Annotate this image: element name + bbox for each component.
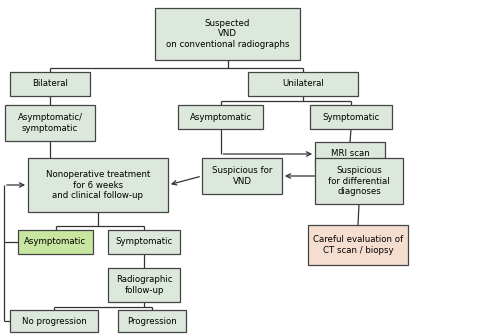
Text: Asymptomatic/
symptomatic: Asymptomatic/ symptomatic (18, 113, 82, 133)
FancyBboxPatch shape (315, 158, 403, 204)
Text: Radiographic
follow-up: Radiographic follow-up (116, 275, 172, 295)
Text: Suspicious
for differential
diagnoses: Suspicious for differential diagnoses (328, 166, 390, 196)
FancyBboxPatch shape (108, 268, 180, 302)
Text: Nonoperative treatment
for 6 weeks
and clinical follow-up: Nonoperative treatment for 6 weeks and c… (46, 170, 150, 200)
FancyBboxPatch shape (310, 105, 392, 129)
Text: Progression: Progression (127, 317, 177, 326)
FancyBboxPatch shape (118, 310, 186, 332)
FancyBboxPatch shape (108, 230, 180, 254)
Text: Unilateral: Unilateral (282, 79, 324, 89)
FancyBboxPatch shape (155, 8, 300, 60)
FancyBboxPatch shape (5, 105, 95, 141)
Text: Asymptomatic: Asymptomatic (24, 237, 86, 246)
FancyBboxPatch shape (178, 105, 263, 129)
FancyBboxPatch shape (10, 310, 98, 332)
Text: No progression: No progression (22, 317, 86, 326)
FancyBboxPatch shape (248, 72, 358, 96)
FancyBboxPatch shape (315, 142, 385, 166)
Text: MRI scan: MRI scan (330, 150, 370, 159)
Text: Symptomatic: Symptomatic (116, 237, 172, 246)
Text: Careful evaluation of
CT scan / biopsy: Careful evaluation of CT scan / biopsy (313, 235, 403, 255)
FancyBboxPatch shape (28, 158, 168, 212)
FancyBboxPatch shape (18, 230, 93, 254)
FancyBboxPatch shape (202, 158, 282, 194)
Text: Asymptomatic: Asymptomatic (190, 113, 252, 122)
Text: Suspected
VND
on conventional radiographs: Suspected VND on conventional radiograph… (166, 19, 289, 49)
Text: Suspicious for
VND: Suspicious for VND (212, 166, 272, 186)
Text: Symptomatic: Symptomatic (322, 113, 380, 122)
Text: Bilateral: Bilateral (32, 79, 68, 89)
FancyBboxPatch shape (10, 72, 90, 96)
FancyBboxPatch shape (308, 225, 408, 265)
